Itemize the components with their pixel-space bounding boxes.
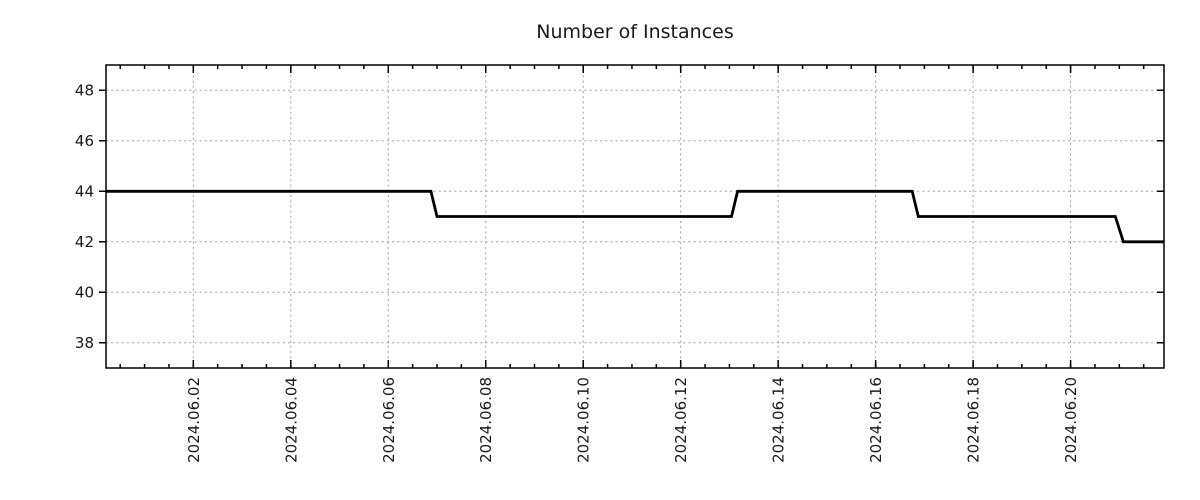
x-tick-label: 2024.06.10 <box>575 377 593 463</box>
tick-labels-layer: 2024.06.02 2024.06.04 2024.06.06 2024.06.08… <box>75 81 1080 463</box>
axes-layer <box>99 64 1165 369</box>
y-tick-label: 48 <box>75 81 94 99</box>
x-tick-label: 2024.06.04 <box>282 377 300 463</box>
plot-border <box>105 64 1165 369</box>
chart-title: Number of Instances <box>536 21 733 43</box>
y-tick-label: 38 <box>75 334 94 352</box>
y-tick-label: 40 <box>75 283 94 301</box>
x-tick-label: 2024.06.20 <box>1062 377 1080 463</box>
x-tick-label: 2024.06.16 <box>867 377 885 463</box>
series-line <box>106 189 1164 244</box>
y-tick-label: 44 <box>75 182 94 200</box>
x-tick-label: 2024.06.08 <box>477 377 495 463</box>
x-tick-label: 2024.06.14 <box>770 377 788 463</box>
series-layer <box>106 189 1164 244</box>
x-tick-label: 2024.06.02 <box>185 377 203 463</box>
x-tick-label: 2024.06.06 <box>380 377 398 463</box>
x-tick-label: 2024.06.18 <box>965 377 983 463</box>
x-tick-label: 2024.06.12 <box>672 377 690 463</box>
y-tick-label: 46 <box>75 132 94 150</box>
y-tick-label: 42 <box>75 233 94 251</box>
